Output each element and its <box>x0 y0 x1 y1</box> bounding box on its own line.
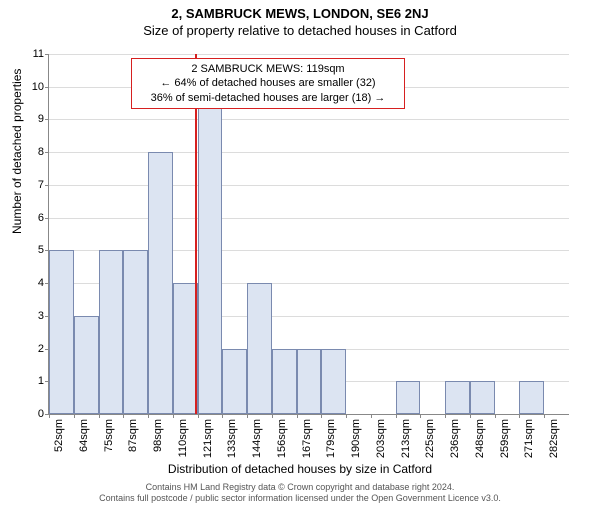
xtick-label: 236sqm <box>449 419 461 463</box>
xtick-mark <box>371 414 372 418</box>
annotation-line2: ← 64% of detached houses are smaller (32… <box>138 76 398 90</box>
xtick-label: 75sqm <box>103 419 115 463</box>
histogram-bar <box>74 316 99 414</box>
xtick-mark <box>321 414 322 418</box>
plot-region: 0123456789101152sqm64sqm75sqm87sqm98sqm1… <box>48 54 569 415</box>
xtick-label: 121sqm <box>202 419 214 463</box>
x-axis-label: Distribution of detached houses by size … <box>0 462 600 476</box>
ytick-label: 5 <box>38 244 44 256</box>
ytick-label: 0 <box>38 408 44 420</box>
ytick-label: 8 <box>38 146 44 158</box>
histogram-bar <box>123 250 148 414</box>
xtick-label: 225sqm <box>424 419 436 463</box>
ytick-label: 7 <box>38 179 44 191</box>
xtick-mark <box>495 414 496 418</box>
xtick-label: 156sqm <box>276 419 288 463</box>
xtick-mark <box>346 414 347 418</box>
histogram-bar <box>470 381 495 414</box>
xtick-label: 167sqm <box>301 419 313 463</box>
xtick-label: 110sqm <box>177 419 189 463</box>
xtick-label: 190sqm <box>350 419 362 463</box>
ytick-mark <box>45 54 49 55</box>
ytick-label: 10 <box>32 81 44 93</box>
histogram-bar <box>519 381 544 414</box>
xtick-label: 271sqm <box>523 419 535 463</box>
xtick-label: 179sqm <box>325 419 337 463</box>
xtick-mark <box>396 414 397 418</box>
xtick-mark <box>544 414 545 418</box>
xtick-mark <box>297 414 298 418</box>
xtick-label: 52sqm <box>53 419 65 463</box>
xtick-mark <box>222 414 223 418</box>
ytick-label: 2 <box>38 343 44 355</box>
ytick-label: 3 <box>38 310 44 322</box>
gridline <box>49 185 569 186</box>
gridline <box>49 119 569 120</box>
gridline <box>49 152 569 153</box>
histogram-bar <box>396 381 421 414</box>
footer-line2: Contains full postcode / public sector i… <box>99 493 501 503</box>
histogram-bar <box>321 349 346 414</box>
annotation-line3: 36% of semi-detached houses are larger (… <box>138 91 398 105</box>
footer-attribution: Contains HM Land Registry data © Crown c… <box>0 482 600 504</box>
ytick-mark <box>45 185 49 186</box>
xtick-label: 203sqm <box>375 419 387 463</box>
xtick-mark <box>470 414 471 418</box>
xtick-mark <box>99 414 100 418</box>
xtick-mark <box>123 414 124 418</box>
ytick-label: 11 <box>33 48 44 60</box>
gridline <box>49 218 569 219</box>
xtick-label: 248sqm <box>474 419 486 463</box>
xtick-label: 87sqm <box>127 419 139 463</box>
ytick-label: 4 <box>38 277 44 289</box>
ytick-mark <box>45 152 49 153</box>
ytick-mark <box>45 218 49 219</box>
xtick-mark <box>49 414 50 418</box>
histogram-bar <box>222 349 247 414</box>
xtick-mark <box>173 414 174 418</box>
xtick-label: 64sqm <box>78 419 90 463</box>
xtick-label: 144sqm <box>251 419 263 463</box>
histogram-bar <box>148 152 173 414</box>
histogram-bar <box>198 87 223 414</box>
histogram-bar <box>272 349 297 414</box>
xtick-label: 98sqm <box>152 419 164 463</box>
y-axis-label: Number of detached properties <box>10 69 24 234</box>
xtick-mark <box>74 414 75 418</box>
xtick-label: 133sqm <box>226 419 238 463</box>
xtick-label: 282sqm <box>548 419 560 463</box>
ytick-label: 9 <box>38 113 44 125</box>
chart-title-main: 2, SAMBRUCK MEWS, LONDON, SE6 2NJ <box>0 6 600 21</box>
chart-area: 0123456789101152sqm64sqm75sqm87sqm98sqm1… <box>48 54 568 414</box>
xtick-label: 259sqm <box>499 419 511 463</box>
histogram-bar <box>247 283 272 414</box>
ytick-mark <box>45 87 49 88</box>
histogram-bar <box>49 250 74 414</box>
xtick-mark <box>198 414 199 418</box>
chart-title-sub: Size of property relative to detached ho… <box>0 23 600 38</box>
xtick-label: 213sqm <box>400 419 412 463</box>
histogram-bar <box>297 349 322 414</box>
histogram-bar <box>445 381 470 414</box>
gridline <box>49 54 569 55</box>
histogram-bar <box>173 283 198 414</box>
xtick-mark <box>420 414 421 418</box>
histogram-bar <box>99 250 124 414</box>
annotation-box: 2 SAMBRUCK MEWS: 119sqm← 64% of detached… <box>131 58 405 109</box>
annotation-line1: 2 SAMBRUCK MEWS: 119sqm <box>138 62 398 76</box>
ytick-label: 6 <box>38 212 44 224</box>
xtick-mark <box>272 414 273 418</box>
footer-line1: Contains HM Land Registry data © Crown c… <box>146 482 455 492</box>
ytick-mark <box>45 119 49 120</box>
xtick-mark <box>148 414 149 418</box>
ytick-label: 1 <box>38 375 44 387</box>
xtick-mark <box>445 414 446 418</box>
xtick-mark <box>247 414 248 418</box>
xtick-mark <box>519 414 520 418</box>
